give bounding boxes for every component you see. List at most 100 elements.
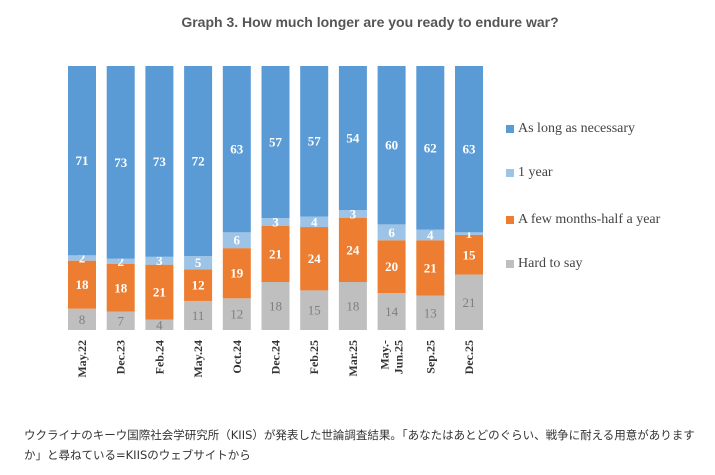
x-tick-label: Mar.25	[346, 340, 360, 377]
bar-segment	[338, 218, 367, 282]
bar-segment	[338, 66, 367, 210]
data-label: 12	[192, 278, 205, 293]
data-label: 4	[427, 227, 434, 242]
chart-title: Graph 3. How much longer are you ready t…	[181, 14, 559, 30]
bar-segment	[377, 293, 406, 330]
bar-segment	[261, 282, 290, 330]
bar-segment	[184, 256, 213, 270]
bar-segment	[416, 295, 445, 330]
data-label: 6	[234, 233, 241, 248]
data-label: 4	[311, 214, 318, 229]
image-caption: ウクライナのキーウ国際社会学研究所（KIIS）が発表した世論調査結果。「あなたは…	[24, 428, 695, 462]
bar-segment	[261, 66, 290, 218]
data-label: 63	[230, 142, 244, 157]
x-tick-label: Feb.25	[307, 340, 321, 374]
legend-swatch	[506, 125, 514, 133]
bar-segment	[416, 66, 445, 230]
data-label: 2	[117, 254, 124, 269]
data-label: 11	[192, 308, 205, 323]
bar-segment	[338, 282, 367, 330]
bar-segment	[261, 218, 290, 226]
data-label: 19	[230, 266, 244, 281]
x-tick-label: Dec.24	[269, 340, 283, 374]
bar-segment	[222, 232, 251, 249]
legend-label: As long as necessary	[518, 121, 636, 136]
data-label: 24	[346, 243, 360, 258]
data-label: 3	[350, 207, 357, 222]
data-label: 24	[308, 251, 322, 266]
bar-segment	[106, 264, 135, 312]
bar-segment	[455, 274, 483, 330]
data-label: 5	[195, 255, 202, 270]
data-label: 21	[153, 285, 166, 300]
bar-segment	[455, 234, 483, 275]
bar-segment	[184, 300, 213, 330]
bar-segment	[300, 227, 329, 291]
bar-segment	[68, 260, 96, 309]
x-tick-label: Dec.25	[462, 340, 476, 374]
data-label: 15	[463, 247, 477, 262]
bar-segment	[377, 66, 406, 225]
data-label: 14	[385, 304, 399, 319]
bar-segment	[184, 66, 213, 257]
bar-segment	[455, 232, 483, 235]
bar-segment	[222, 298, 251, 330]
legend-label: Hard to say	[518, 256, 583, 271]
data-label: 12	[230, 307, 243, 322]
data-label: 18	[114, 280, 128, 295]
bar-segment	[68, 255, 96, 261]
bar-segment	[222, 248, 251, 299]
bar-segment	[106, 258, 135, 264]
bar-segment	[261, 226, 290, 282]
legend-label: 1 year	[518, 165, 553, 180]
legend-label: A few months-half a year	[518, 212, 661, 227]
data-label: 18	[76, 277, 90, 292]
bar-segment	[377, 240, 406, 294]
data-label: 57	[269, 135, 283, 150]
bar-segment	[106, 311, 135, 330]
data-label: 63	[463, 142, 477, 157]
data-label: 60	[385, 138, 398, 153]
data-label: 73	[153, 154, 167, 169]
data-label: 62	[424, 140, 437, 155]
data-label: 18	[269, 299, 282, 314]
x-tick-label: May.22	[75, 340, 89, 378]
bar-segment	[145, 319, 174, 330]
data-label: 21	[269, 247, 282, 262]
data-label: 73	[114, 155, 128, 170]
bar-segment	[416, 229, 445, 241]
stacked-bar-chart: 818271May.22718273Dec.23421373Feb.241112…	[68, 66, 483, 378]
bar-segment	[338, 210, 367, 218]
data-label: 7	[117, 313, 124, 328]
bar-segment	[416, 240, 445, 296]
x-tick-label: Sep.25	[423, 340, 437, 374]
x-tick-label: Dec.23	[114, 340, 128, 374]
data-label: 54	[346, 131, 360, 146]
data-label: 13	[424, 305, 437, 320]
x-tick-label: May.24	[191, 340, 205, 378]
legend-swatch	[506, 169, 514, 177]
bar-segment	[145, 66, 174, 257]
data-label: 2	[79, 251, 86, 266]
data-label: 21	[463, 295, 476, 310]
bar-segment	[222, 66, 251, 233]
bar-segment	[300, 66, 329, 217]
x-tick-label: Feb.24	[152, 340, 166, 374]
data-label: 8	[79, 312, 86, 327]
bar-segment	[145, 256, 174, 265]
data-label: 18	[346, 299, 359, 314]
bar-segment	[184, 269, 213, 301]
bar-segment	[300, 216, 329, 228]
data-label: 71	[76, 153, 89, 168]
data-label: 3	[272, 215, 279, 230]
bar-segment	[455, 66, 483, 233]
bar-segment	[68, 308, 96, 330]
data-label: 15	[308, 303, 321, 318]
data-label: 57	[308, 134, 322, 149]
bar-segment	[377, 224, 406, 241]
data-label: 6	[388, 225, 395, 240]
bar-segment	[68, 66, 96, 256]
bar-segment	[145, 264, 174, 320]
data-label: 1	[466, 226, 473, 241]
bar-segment	[106, 66, 135, 259]
